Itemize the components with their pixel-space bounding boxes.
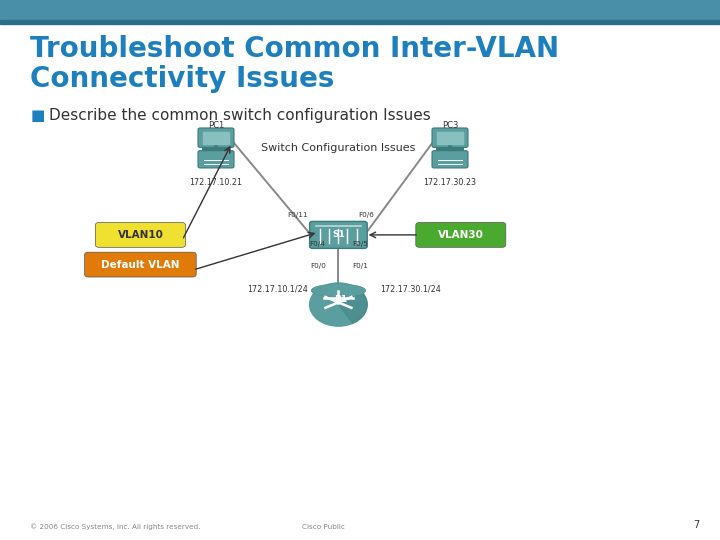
Circle shape — [310, 283, 367, 326]
Text: PC1: PC1 — [208, 120, 224, 130]
Bar — [0, 0, 720, 20]
FancyBboxPatch shape — [85, 252, 196, 277]
Text: Troubleshoot Common Inter-VLAN: Troubleshoot Common Inter-VLAN — [30, 35, 559, 63]
Text: F0/11: F0/11 — [287, 212, 307, 218]
Bar — [0, 20, 720, 24]
FancyBboxPatch shape — [310, 221, 367, 248]
Text: 172.17.30.23: 172.17.30.23 — [423, 178, 477, 187]
Text: Switch Configuration Issues: Switch Configuration Issues — [261, 143, 415, 153]
Text: F0/5: F0/5 — [352, 241, 368, 247]
FancyBboxPatch shape — [198, 128, 234, 147]
Text: © 2006 Cisco Systems, Inc. All rights reserved.: © 2006 Cisco Systems, Inc. All rights re… — [30, 524, 201, 530]
Ellipse shape — [312, 285, 365, 296]
Text: F0/1: F0/1 — [352, 263, 368, 269]
Text: Cisco Public: Cisco Public — [302, 524, 346, 530]
Text: 172.17.30.1/24: 172.17.30.1/24 — [380, 285, 441, 294]
Text: Describe the common switch configuration Issues: Describe the common switch configuration… — [49, 108, 431, 123]
Text: Connectivity Issues: Connectivity Issues — [30, 65, 335, 93]
Text: VLAN30: VLAN30 — [438, 230, 484, 240]
Text: F0/4: F0/4 — [309, 241, 325, 247]
FancyBboxPatch shape — [432, 151, 468, 168]
Text: ■: ■ — [30, 108, 45, 123]
Text: R1: R1 — [334, 295, 347, 304]
Ellipse shape — [312, 285, 365, 296]
Text: Default VLAN: Default VLAN — [101, 260, 180, 269]
FancyBboxPatch shape — [416, 222, 505, 247]
Bar — [437, 132, 463, 144]
Text: 172.17.10.21: 172.17.10.21 — [189, 178, 243, 187]
Text: VLAN10: VLAN10 — [117, 230, 163, 240]
Text: PC3: PC3 — [442, 120, 458, 130]
Bar — [203, 132, 229, 144]
Text: 172.17.10.1/24: 172.17.10.1/24 — [247, 285, 307, 294]
FancyBboxPatch shape — [432, 128, 468, 147]
Wedge shape — [338, 286, 367, 323]
Text: S1: S1 — [332, 231, 345, 239]
FancyBboxPatch shape — [95, 222, 186, 247]
Text: F0/6: F0/6 — [358, 212, 374, 218]
Text: F0/0: F0/0 — [310, 263, 326, 269]
FancyBboxPatch shape — [198, 151, 234, 168]
Text: 7: 7 — [693, 520, 700, 530]
